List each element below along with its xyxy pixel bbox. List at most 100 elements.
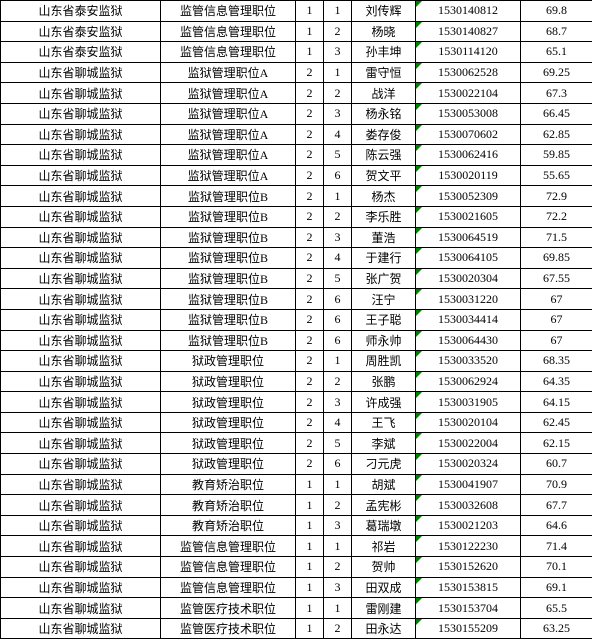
table-cell-a: 2 — [296, 412, 324, 433]
table-cell-org: 山东省聊城监狱 — [1, 618, 161, 639]
table-cell-a: 2 — [296, 62, 324, 83]
table-cell-b: 2 — [324, 495, 352, 516]
table-cell-b: 1 — [324, 351, 352, 372]
table-cell-position: 监狱管理职位B — [161, 268, 296, 289]
table-cell-org: 山东省聊城监狱 — [1, 351, 161, 372]
table-cell-name: 王飞 — [352, 412, 416, 433]
table-cell-b: 5 — [324, 268, 352, 289]
table-row: 山东省聊城监狱监狱管理职位B25张广贺153002030467.55 — [1, 268, 592, 289]
table-cell-name: 刘传辉 — [352, 1, 416, 22]
table-row: 山东省泰安监狱监管信息管理职位11刘传辉153014081269.8 — [1, 1, 592, 22]
table-cell-id: 1530064430 — [416, 330, 521, 351]
table-cell-score: 59.85 — [521, 145, 592, 166]
table-cell-a: 2 — [296, 124, 324, 145]
table-cell-b: 2 — [324, 206, 352, 227]
table-row: 山东省聊城监狱监管医疗技术职位11雷刚建153015370465.5 — [1, 598, 592, 619]
table-row: 山东省聊城监狱监狱管理职位B21杨杰153005230972.9 — [1, 186, 592, 207]
table-cell-name: 田永达 — [352, 618, 416, 639]
table-row: 山东省聊城监狱监狱管理职位A24娄存俊153007060262.85 — [1, 124, 592, 145]
table-cell-score: 72.9 — [521, 186, 592, 207]
table-row: 山东省泰安监狱监管信息管理职位12杨晓153014082768.7 — [1, 21, 592, 42]
table-cell-a: 1 — [296, 474, 324, 495]
table-cell-a: 2 — [296, 103, 324, 124]
table-cell-position: 监狱管理职位A — [161, 124, 296, 145]
table-cell-score: 71.4 — [521, 536, 592, 557]
table-row: 山东省聊城监狱狱政管理职位23许成强153003190564.15 — [1, 392, 592, 413]
table-cell-score: 64.15 — [521, 392, 592, 413]
table-cell-id: 1530122230 — [416, 536, 521, 557]
table-cell-org: 山东省聊城监狱 — [1, 62, 161, 83]
table-cell-a: 2 — [296, 351, 324, 372]
table-cell-position: 监狱管理职位A — [161, 103, 296, 124]
table-cell-org: 山东省聊城监狱 — [1, 412, 161, 433]
table-cell-id: 1530062528 — [416, 62, 521, 83]
table-cell-a: 2 — [296, 186, 324, 207]
table-row: 山东省聊城监狱监狱管理职位B26汪宁153003122067 — [1, 289, 592, 310]
table-cell-position: 监狱管理职位A — [161, 145, 296, 166]
table-cell-score: 67 — [521, 309, 592, 330]
table-cell-id: 1530022104 — [416, 83, 521, 104]
table-row: 山东省聊城监狱监狱管理职位B22李乐胜153002160572.2 — [1, 206, 592, 227]
table-row: 山东省泰安监狱监管信息管理职位13孙丰坤153011412065.1 — [1, 42, 592, 63]
table-cell-b: 6 — [324, 289, 352, 310]
table-cell-position: 狱政管理职位 — [161, 371, 296, 392]
table-cell-score: 69.85 — [521, 248, 592, 269]
table-cell-b: 4 — [324, 124, 352, 145]
table-cell-name: 战洋 — [352, 83, 416, 104]
table-cell-position: 教育矫治职位 — [161, 515, 296, 536]
table-cell-name: 杨杰 — [352, 186, 416, 207]
table-cell-a: 2 — [296, 268, 324, 289]
table-cell-b: 3 — [324, 515, 352, 536]
table-row: 山东省聊城监狱狱政管理职位24王飞153002010462.45 — [1, 412, 592, 433]
table-row: 山东省聊城监狱监管医疗技术职位12田永达153015520963.25 — [1, 618, 592, 639]
table-cell-id: 1530152620 — [416, 557, 521, 578]
table-cell-org: 山东省聊城监狱 — [1, 83, 161, 104]
table-cell-position: 监管医疗技术职位 — [161, 598, 296, 619]
table-cell-a: 1 — [296, 21, 324, 42]
data-table: 山东省泰安监狱监管信息管理职位11刘传辉153014081269.8山东省泰安监… — [0, 0, 592, 639]
table-row: 山东省聊城监狱监管信息管理职位11祁岩153012223071.4 — [1, 536, 592, 557]
table-cell-position: 教育矫治职位 — [161, 474, 296, 495]
table-cell-org: 山东省泰安监狱 — [1, 1, 161, 22]
table-cell-name: 王子聪 — [352, 309, 416, 330]
table-cell-org: 山东省聊城监狱 — [1, 433, 161, 454]
table-cell-position: 狱政管理职位 — [161, 392, 296, 413]
table-cell-name: 杨永铭 — [352, 103, 416, 124]
table-cell-id: 1530041907 — [416, 474, 521, 495]
table-cell-b: 1 — [324, 186, 352, 207]
table-cell-a: 1 — [296, 557, 324, 578]
table-cell-a: 2 — [296, 330, 324, 351]
table-cell-org: 山东省聊城监狱 — [1, 268, 161, 289]
table-cell-org: 山东省聊城监狱 — [1, 536, 161, 557]
table-cell-a: 2 — [296, 309, 324, 330]
table-cell-id: 1530020119 — [416, 165, 521, 186]
table-cell-org: 山东省聊城监狱 — [1, 145, 161, 166]
table-cell-position: 监狱管理职位B — [161, 330, 296, 351]
table-cell-id: 1530031220 — [416, 289, 521, 310]
table-cell-a: 1 — [296, 1, 324, 22]
table-cell-score: 64.35 — [521, 371, 592, 392]
table-cell-b: 4 — [324, 248, 352, 269]
table-cell-b: 3 — [324, 392, 352, 413]
table-row: 山东省聊城监狱监狱管理职位A23杨永铭153005300866.45 — [1, 103, 592, 124]
table-cell-org: 山东省聊城监狱 — [1, 124, 161, 145]
table-cell-name: 贺帅 — [352, 557, 416, 578]
table-cell-position: 监管医疗技术职位 — [161, 618, 296, 639]
table-cell-org: 山东省聊城监狱 — [1, 557, 161, 578]
table-cell-score: 65.5 — [521, 598, 592, 619]
table-cell-score: 68.7 — [521, 21, 592, 42]
table-cell-position: 狱政管理职位 — [161, 454, 296, 475]
table-cell-b: 1 — [324, 536, 352, 557]
table-cell-b: 6 — [324, 165, 352, 186]
table-cell-position: 监管信息管理职位 — [161, 577, 296, 598]
table-cell-a: 2 — [296, 289, 324, 310]
table-row: 山东省聊城监狱监狱管理职位A26贺文平153002011955.65 — [1, 165, 592, 186]
table-cell-b: 2 — [324, 83, 352, 104]
table-row: 山东省聊城监狱监狱管理职位B24于建行153006410569.85 — [1, 248, 592, 269]
table-cell-b: 5 — [324, 145, 352, 166]
table-cell-score: 69.8 — [521, 1, 592, 22]
table-cell-b: 6 — [324, 454, 352, 475]
table-row: 山东省聊城监狱监狱管理职位A22战洋153002210467.3 — [1, 83, 592, 104]
table-row: 山东省聊城监狱狱政管理职位26刁元虎153002032460.7 — [1, 454, 592, 475]
table-cell-id: 1530020324 — [416, 454, 521, 475]
